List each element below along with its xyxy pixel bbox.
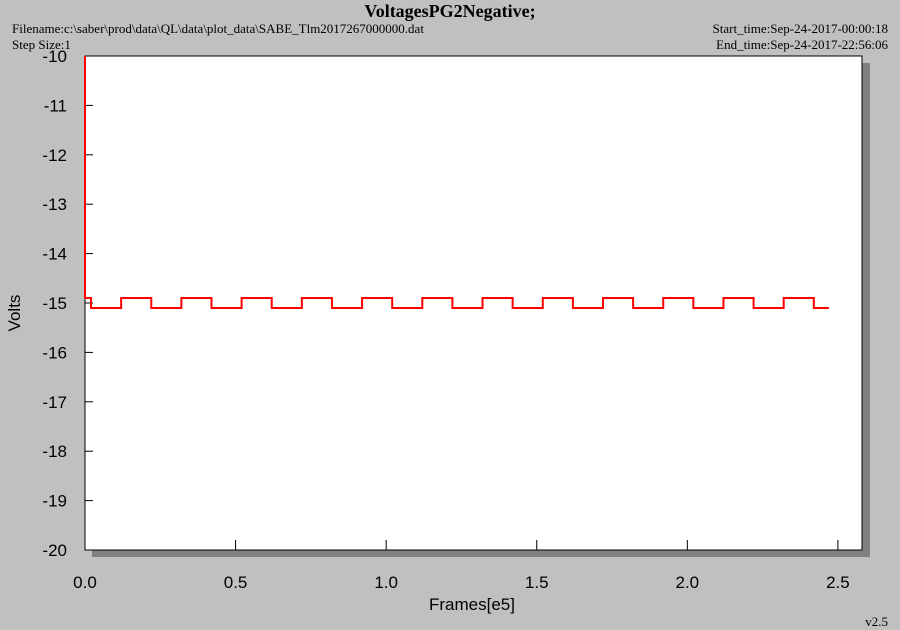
y-tick-label: -20 xyxy=(42,541,67,560)
x-tick-label: 1.5 xyxy=(525,573,549,592)
x-tick-label: 1.0 xyxy=(374,573,398,592)
plot-area xyxy=(84,55,863,551)
y-tick-label: -12 xyxy=(42,146,67,165)
y-tick-label: -10 xyxy=(42,47,67,66)
y-tick-label: -16 xyxy=(42,343,67,362)
y-tick-label: -14 xyxy=(42,245,67,264)
y-tick-label: -19 xyxy=(42,492,67,511)
filename: Filename:c:\saber\prod\data\QL\data\plot… xyxy=(12,21,424,36)
x-tick-label: 0.0 xyxy=(73,573,97,592)
chart-title: VoltagesPG2Negative; xyxy=(364,1,535,21)
data-line xyxy=(84,56,829,309)
y-tick-label: -11 xyxy=(44,96,67,115)
y-tick-label: -17 xyxy=(42,393,67,412)
version: v2.5 xyxy=(865,614,888,629)
end-time: End_time:Sep-24-2017-22:56:06 xyxy=(716,37,888,52)
y-axis-label: Volts xyxy=(5,295,24,332)
x-tick-label: 2.0 xyxy=(676,573,700,592)
x-tick-label: 0.5 xyxy=(224,573,248,592)
y-tick-label: -15 xyxy=(42,294,67,313)
x-axis-label: Frames[e5] xyxy=(429,595,515,614)
x-tick-label: 2.5 xyxy=(826,573,850,592)
start-time: Start_time:Sep-24-2017-00:00:18 xyxy=(713,21,888,36)
y-tick-label: -13 xyxy=(42,195,67,214)
y-tick-label: -18 xyxy=(42,442,67,461)
step-size: Step Size:1 xyxy=(12,37,71,52)
